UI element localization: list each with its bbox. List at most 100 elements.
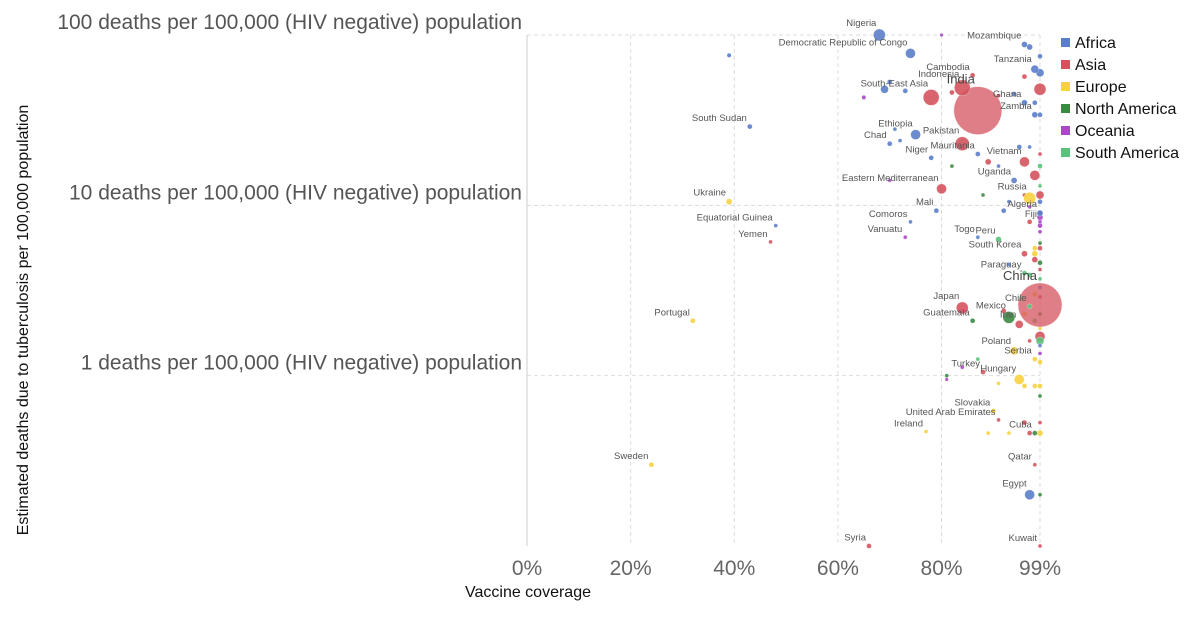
point-label-south-sudan: South Sudan	[692, 113, 747, 124]
data-point-europe-68	[996, 381, 1001, 386]
data-point-qatar	[1032, 462, 1038, 467]
data-point-united-arab-emirates	[996, 417, 1001, 423]
data-point-comoros	[908, 219, 913, 225]
x-tick-label-0: 0%	[512, 557, 542, 580]
legend-label-south-america[interactable]: South America	[1075, 145, 1179, 162]
point-label-paraguay: Paraguay	[981, 260, 1022, 271]
point-label-slovakia: Slovakia	[954, 398, 991, 409]
data-point-europe-75	[985, 430, 991, 436]
data-point-tanzania	[1030, 64, 1040, 74]
data-point-mali	[933, 207, 940, 214]
data-point-africa-16	[892, 126, 898, 132]
x-tick-label-80: 80%	[921, 557, 963, 580]
point-label-guatemala: Guatemala	[923, 307, 970, 318]
data-point-africa-12	[1011, 91, 1017, 97]
data-point-africa-1	[726, 52, 732, 58]
data-point-europe-71	[1037, 383, 1043, 389]
data-point-asia-54	[1000, 308, 1007, 314]
point-label-comoros: Comoros	[869, 209, 908, 220]
point-label-chile: Chile	[1005, 293, 1027, 304]
data-point-hungary	[1014, 374, 1025, 385]
legend-swatch-oceania	[1061, 126, 1070, 135]
data-point-asia-47	[1037, 267, 1043, 272]
data-point-pakistan	[955, 136, 970, 151]
axes: 100 deaths per 100,000 (HIV negative) po…	[15, 11, 1061, 601]
data-point-asia-73	[1021, 419, 1028, 426]
data-point-asia-5	[1021, 73, 1028, 80]
data-point-south-east-asia	[922, 89, 940, 106]
point-label-uganda: Uganda	[978, 166, 1012, 177]
data-point-chad	[886, 140, 893, 147]
x-tick-label-99: 99%	[1019, 557, 1061, 580]
data-point-africa-46	[1006, 262, 1012, 267]
point-label-iran: Iran	[1000, 309, 1016, 320]
legend-label-north-america[interactable]: North America	[1075, 101, 1176, 118]
data-point-africa-34	[1000, 207, 1007, 214]
data-point-asia-60	[1027, 338, 1032, 344]
y-tick-label-10: 10 deaths per 100,000 (HIV negative) pop…	[69, 181, 522, 204]
point-label-south-korea: South Korea	[969, 240, 1023, 251]
point-label-yemen: Yemen	[738, 229, 767, 240]
data-point-sweden	[648, 461, 655, 468]
data-point-south-korea	[1021, 250, 1028, 257]
data-point-south-america-64	[975, 356, 981, 362]
point-label-chad: Chad	[864, 130, 887, 141]
data-point-slovakia	[990, 408, 997, 414]
data-point-mauritania	[975, 151, 981, 157]
point-label-indonesia: Indonesia	[918, 69, 960, 80]
y-tick-label-1: 1 deaths per 100,000 (HIV negative) popu…	[81, 352, 522, 375]
data-point-europe-69	[1021, 383, 1028, 389]
data-point-south-america-48	[1026, 272, 1033, 278]
data-point-oceania-39	[1037, 229, 1043, 234]
point-label-equatorial-guinea: Equatorial Guinea	[697, 213, 774, 224]
data-point-oceania-8	[861, 94, 867, 100]
data-point-vanuatu	[903, 234, 908, 240]
data-point-cuba	[1032, 430, 1038, 436]
legend-swatch-north-america	[1061, 104, 1070, 113]
point-label-ireland: Ireland	[894, 419, 923, 430]
data-point-niger	[928, 155, 934, 161]
data-point-asia-37	[1026, 219, 1033, 225]
point-label-tanzania: Tanzania	[994, 54, 1033, 65]
point-label-ethiopia: Ethiopia	[878, 119, 913, 130]
data-point-africa-14	[1032, 100, 1038, 106]
legend-label-africa[interactable]: Africa	[1075, 35, 1116, 52]
data-point-africa-32	[1037, 198, 1043, 205]
point-label-egypt: Egypt	[1002, 479, 1027, 490]
data-point-paraguay	[1021, 270, 1028, 276]
data-point-portugal	[690, 318, 696, 324]
data-point-oceania-33	[1027, 204, 1032, 210]
data-point-oceania-27	[887, 178, 892, 183]
x-tick-label-20: 20%	[610, 557, 652, 580]
data-point-europe-43	[1031, 250, 1039, 257]
point-label-china: China	[1003, 268, 1038, 283]
data-point-south-sudan	[747, 123, 753, 130]
y-tick-label-100: 100 deaths per 100,000 (HIV negative) po…	[57, 11, 522, 34]
data-point-asia-44	[1031, 256, 1039, 263]
point-label-niger: Niger	[905, 144, 928, 155]
data-point-syria	[866, 543, 872, 549]
data-point-oceania-62	[1037, 351, 1043, 356]
data-point-chile	[1026, 303, 1033, 310]
legend-label-asia[interactable]: Asia	[1075, 57, 1106, 74]
legend-label-europe[interactable]: Europe	[1075, 79, 1127, 96]
data-point-africa-3	[1037, 53, 1043, 60]
point-label-nigeria: Nigeria	[846, 18, 877, 29]
data-point-uganda	[1010, 177, 1018, 184]
data-point-africa-19	[1027, 144, 1032, 150]
data-point-europe-70	[1032, 383, 1038, 389]
data-point-asia-20	[1037, 151, 1043, 157]
data-point-egypt	[1024, 489, 1035, 500]
data-point-oceania-65	[960, 365, 965, 370]
point-label-zambia: Zambia	[1000, 101, 1032, 112]
legend-swatch-south-america	[1061, 148, 1070, 157]
data-point-eastern-mediterranean	[936, 183, 947, 195]
legend-label-oceania[interactable]: Oceania	[1075, 123, 1135, 140]
point-label-vanuatu: Vanuatu	[868, 224, 903, 235]
data-point-ethiopia	[910, 129, 921, 140]
point-label-mexico: Mexico	[976, 300, 1006, 311]
data-point-europe-78	[1036, 429, 1044, 437]
data-point-africa-2	[1026, 43, 1033, 51]
data-point-north-america-66	[944, 373, 949, 378]
point-label-mali: Mali	[916, 197, 933, 208]
